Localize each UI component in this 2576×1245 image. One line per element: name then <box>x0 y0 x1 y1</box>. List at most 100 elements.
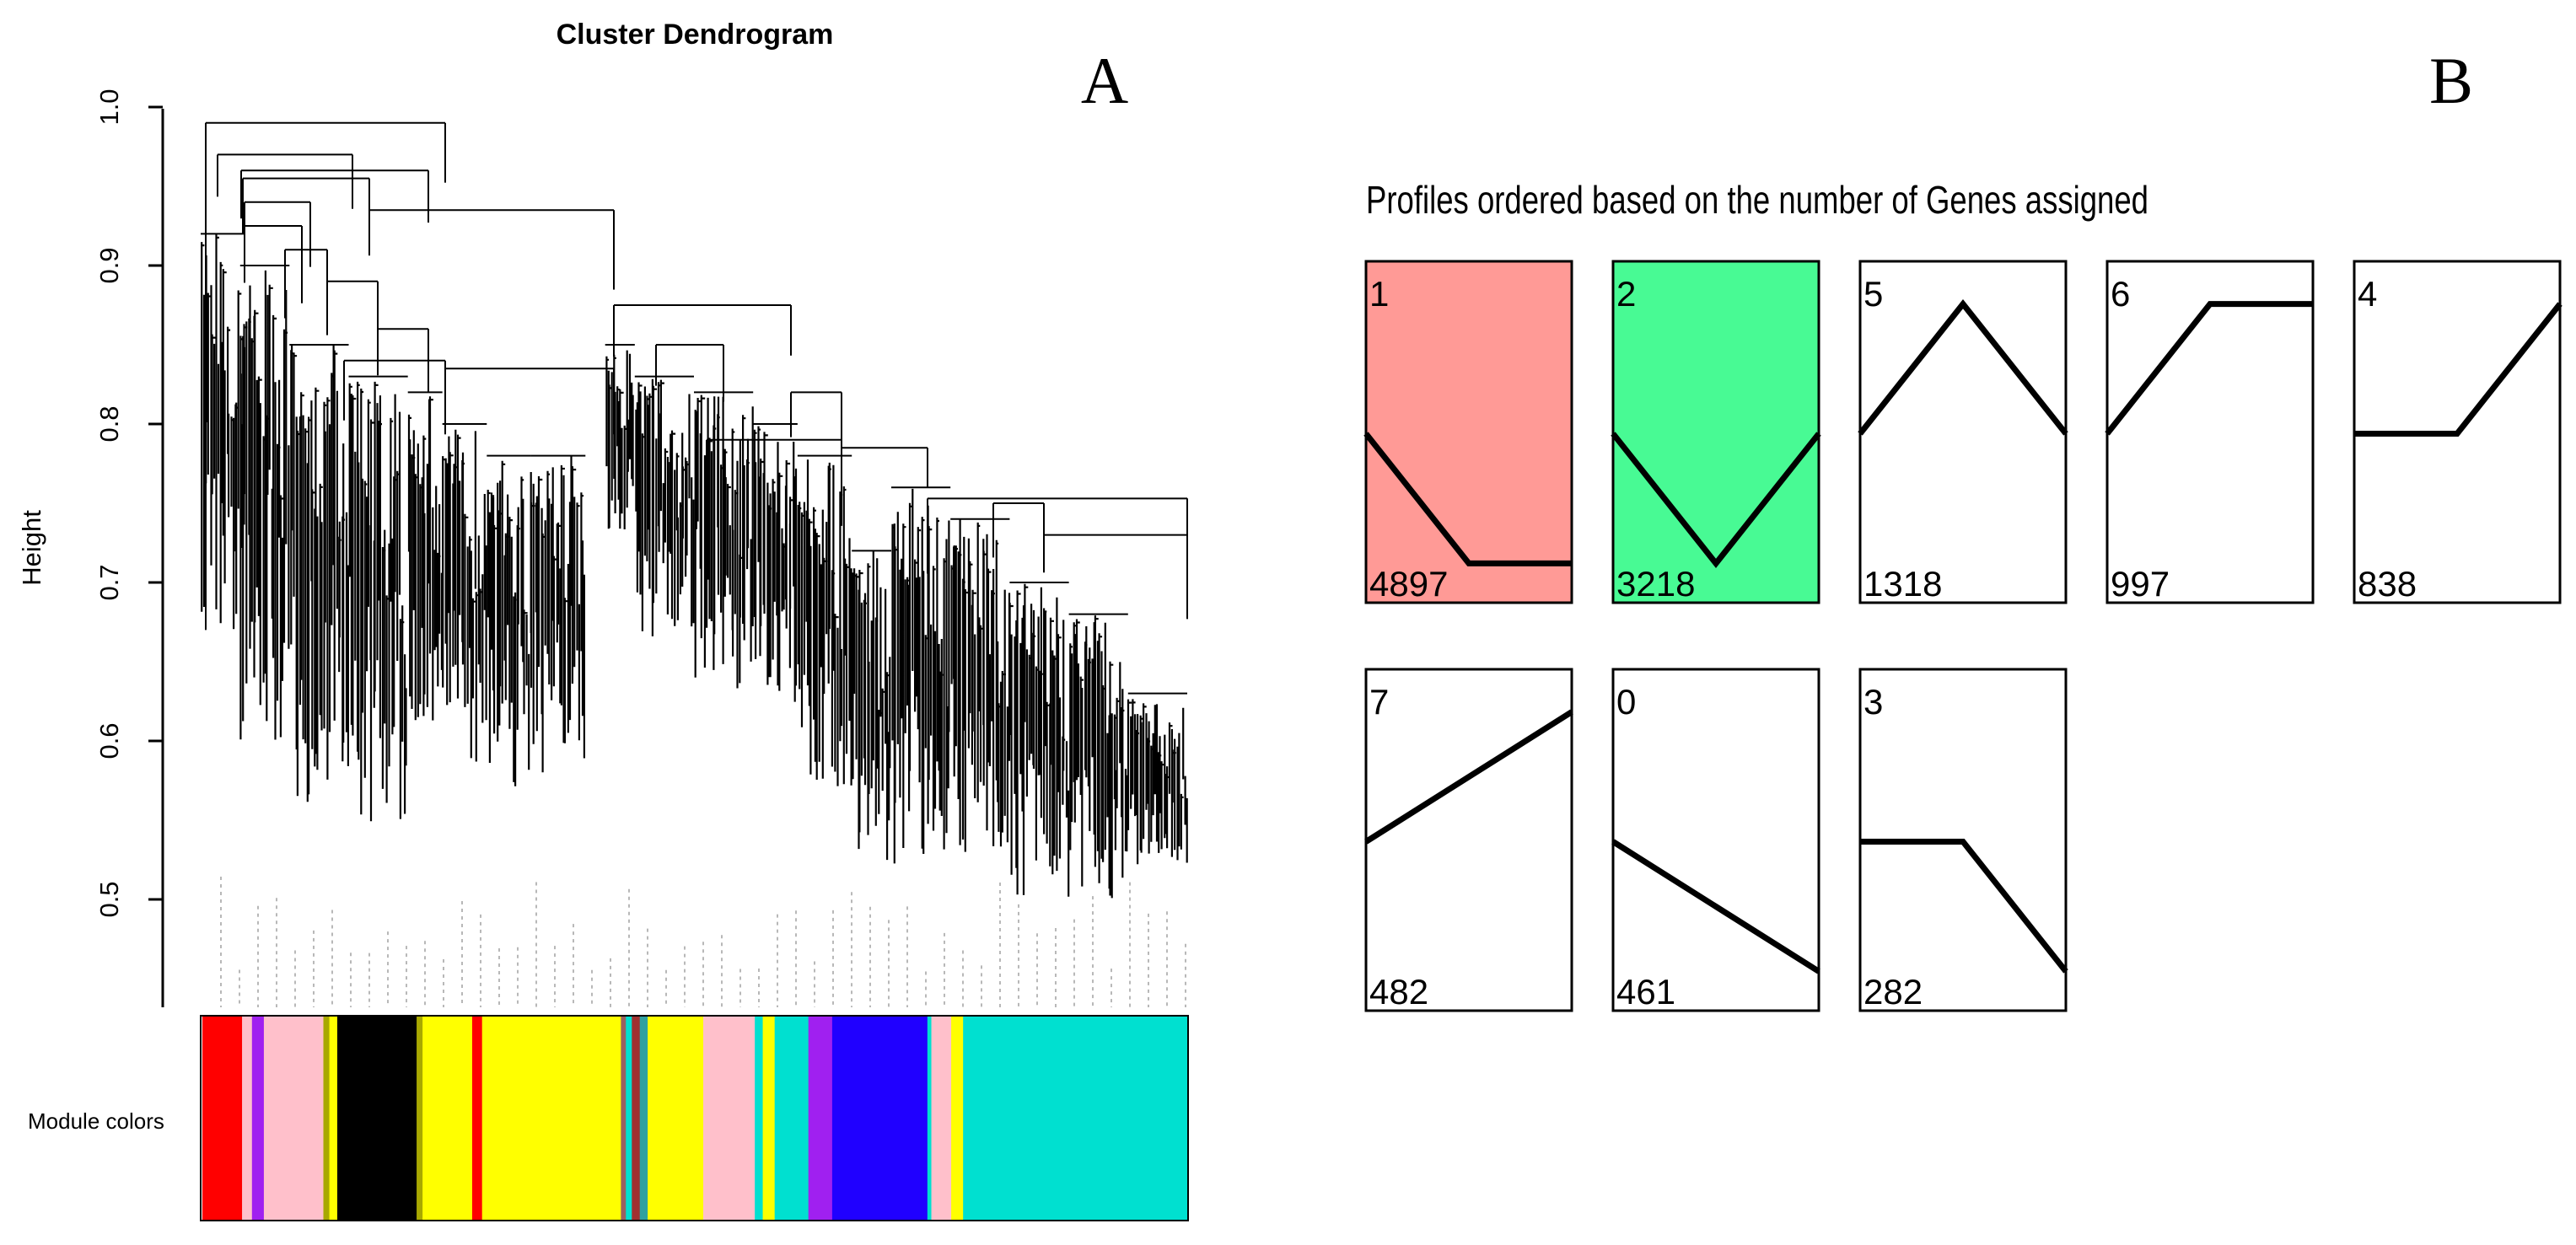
profile-frame <box>1364 668 1573 1012</box>
module-color-segment <box>417 1017 423 1220</box>
profile-box-2: 2 3218 <box>1611 260 1821 604</box>
profile-frame <box>1364 260 1573 604</box>
panel-a-letter: A <box>1081 44 1128 117</box>
profile-box-4: 4 838 <box>2353 260 2563 604</box>
dendrogram-tree <box>201 121 1188 1007</box>
profile-box-0: 0 461 <box>1611 668 1820 1012</box>
profile-frame <box>1611 260 1820 604</box>
profile-line <box>1364 709 1573 845</box>
module-color-segment <box>632 1017 641 1220</box>
module-color-segment <box>422 1017 473 1220</box>
profile-id-label: 6 <box>2111 274 2130 314</box>
module-color-segment <box>263 1017 325 1220</box>
dendrogram-cluster <box>530 455 585 773</box>
module-color-segment <box>762 1017 776 1220</box>
profile-id-label: 4 <box>2358 274 2377 314</box>
y-tick-label: 1.0 <box>94 89 124 125</box>
profile-line <box>2105 301 2313 436</box>
module-color-segment <box>481 1017 621 1220</box>
profile-gene-count: 1318 <box>1863 564 1942 604</box>
profile-gene-count: 461 <box>1616 972 1675 1012</box>
dendrogram-cluster <box>407 396 443 721</box>
module-color-segment <box>831 1017 928 1220</box>
profile-gene-count: 838 <box>2358 564 2417 604</box>
panel-a: Cluster Dendrogram A 0.50.60.70.80.91.0 … <box>17 19 1189 1221</box>
dendrogram-cluster <box>348 381 407 822</box>
profile-box-1: 1 4897 <box>1363 260 1573 604</box>
module-color-segment <box>626 1017 632 1220</box>
profile-line <box>1611 432 1821 569</box>
module-color-segment <box>251 1017 265 1220</box>
panel-b-letter: B <box>2429 44 2473 117</box>
profile-gene-count: 4897 <box>1369 564 1448 604</box>
profile-box-5: 5 1318 <box>1858 260 2068 604</box>
dendrogram-cluster <box>1069 615 1128 899</box>
module-color-segment <box>202 1017 243 1220</box>
profile-box-6: 6 997 <box>2105 260 2315 604</box>
profile-line <box>1363 432 1572 566</box>
dendrogram-cluster <box>950 519 1011 852</box>
module-color-segment <box>621 1017 627 1220</box>
y-axis: 0.5 0.6 0.7 0.8 0.9 1.0 <box>94 89 164 1007</box>
module-color-segment <box>963 1017 1188 1220</box>
profiles-title: Profiles ordered based on the number of … <box>1366 178 2148 222</box>
dendrogram-cluster <box>1008 583 1070 897</box>
profile-gene-count: 997 <box>2111 564 2170 604</box>
dendrogram-cluster <box>290 345 349 802</box>
profile-grid: 1 4897 2 3218 5 1318 6 997 4 838 7 482 0 461 3 282 <box>1363 260 2563 1012</box>
dendrogram-cluster <box>694 394 754 689</box>
profile-id-label: 7 <box>1369 682 1389 722</box>
y-tick-label: 0.8 <box>94 405 124 442</box>
profile-id-label: 1 <box>1369 274 1389 314</box>
module-color-segment <box>808 1017 833 1220</box>
module-color-segment <box>336 1017 417 1220</box>
dendrogram-cluster <box>891 488 950 864</box>
dendrogram-cluster <box>605 350 634 529</box>
panel-b: B Profiles ordered based on the number o… <box>1363 44 2563 1012</box>
module-color-segment <box>323 1017 331 1220</box>
y-tick-label: 0.5 <box>94 881 124 917</box>
profile-box-3: 3 282 <box>1858 668 2068 1012</box>
profile-frame <box>1611 668 1820 1012</box>
profile-id-label: 5 <box>1863 274 1883 314</box>
dendrogram-cluster <box>635 378 695 636</box>
y-tick-label: 0.9 <box>94 247 124 283</box>
profile-box-7: 7 482 <box>1364 668 1573 1012</box>
y-axis-label: Height <box>17 510 46 586</box>
dendrogram-cluster <box>201 233 245 630</box>
profile-gene-count: 282 <box>1863 972 1923 1012</box>
dendrogram-cluster <box>852 550 891 861</box>
module-colors-bar <box>202 1017 1188 1220</box>
profile-line <box>2354 302 2563 437</box>
dendrogram-title: Cluster Dendrogram <box>557 19 834 51</box>
module-color-segment <box>931 1017 952 1220</box>
module-color-segment <box>329 1017 338 1220</box>
profile-id-label: 3 <box>1863 682 1883 722</box>
module-color-segment <box>774 1017 809 1220</box>
profile-id-label: 0 <box>1616 682 1636 722</box>
module-color-segment <box>927 1017 933 1220</box>
dendrogram-cluster <box>487 460 532 786</box>
dendrogram-cluster <box>239 270 290 740</box>
module-color-segment <box>648 1017 704 1220</box>
module-color-segment <box>242 1017 253 1220</box>
dendrogram-cluster <box>753 426 798 702</box>
module-color-segment <box>639 1017 648 1220</box>
profile-line <box>1860 839 2068 974</box>
module-color-segment <box>755 1017 764 1220</box>
profile-line <box>1858 298 2068 436</box>
module-colors-frame <box>200 1015 1189 1221</box>
module-color-segment <box>702 1017 756 1220</box>
module-color-segment <box>471 1017 483 1220</box>
profile-frame <box>2105 260 2315 604</box>
y-tick-label: 0.6 <box>94 722 124 759</box>
dendrogram-cluster <box>1127 699 1188 865</box>
profile-line <box>1611 839 1820 974</box>
profile-gene-count: 482 <box>1369 972 1428 1012</box>
y-tick-label: 0.7 <box>94 564 124 600</box>
module-color-segment <box>951 1017 964 1220</box>
profile-id-label: 2 <box>1616 274 1636 314</box>
profile-frame <box>1858 260 2068 604</box>
dendrogram-cluster <box>442 429 487 762</box>
